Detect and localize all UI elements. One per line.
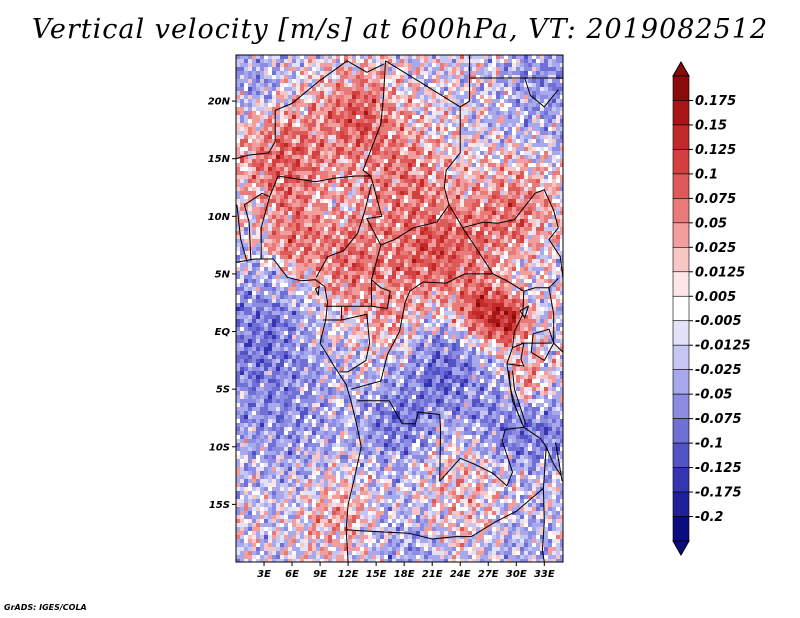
lat-tick-label: 10S [209,442,230,453]
border-line [439,426,524,487]
lat-tick-label: EQ [215,327,231,338]
lon-tick-label: 21E [422,569,443,580]
border-line [380,60,461,246]
border-line [461,189,559,229]
colorbar-bin [672,124,690,150]
lon-tick-label: 27E [478,569,499,580]
colorbar-bin [672,173,690,199]
colorbar-label: 0.125 [695,143,736,158]
colorbar-bin [672,418,690,444]
border-line [338,313,371,373]
colorbar-label: -0.075 [695,412,742,427]
colorbar-label: 0.025 [695,241,736,256]
lat-tick-label: 15N [208,154,231,165]
colorbar-label: -0.1 [695,437,723,452]
grads-credit: GrADS: IGES/COLA [4,603,87,612]
lat-tick-label: 10N [208,212,231,223]
colorbar-label: 0.05 [695,216,727,231]
colorbar-bin [672,344,690,370]
border-line [236,204,248,263]
colorbar-label: -0.005 [695,314,742,329]
border-line [555,442,563,482]
colorbar-label: -0.2 [695,510,723,525]
colorbar-bin [672,393,690,419]
colorbar-bin [672,491,690,517]
colorbar-bin [672,442,690,468]
border-line [325,305,388,309]
lat-tick-label: 15S [209,500,230,511]
border-line [260,196,271,259]
lon-tick-label: 6E [285,569,299,580]
colorbar-bin [672,295,690,322]
colorbar-label: -0.125 [695,461,742,476]
border-line [362,60,386,177]
border-line [315,183,372,278]
colorbar-label: 0.1 [695,167,718,182]
colorbar-bin [672,320,690,346]
border-line [548,287,555,344]
border-line [371,279,391,309]
colorbar-label: 0.075 [695,192,736,207]
border-line [512,370,527,424]
border-line [541,488,545,562]
lat-tick-label: 5N [215,269,231,280]
border-line [346,60,384,73]
colorbar-bin [672,467,690,493]
colorbar-bin [672,198,690,224]
border-line [530,328,555,362]
colorbar-label: -0.025 [695,363,742,378]
plot-title: Vertical velocity [m/s] at 600hPa, VT: 2… [31,14,769,45]
border-line [553,342,563,353]
lon-tick-label: 12E [338,569,359,580]
lat-tick-label: 5S [216,385,230,396]
lon-tick-label: 24E [450,569,471,580]
colorbar-label: -0.05 [695,388,732,403]
map-frame [235,54,564,563]
colorbar-label: 0.0125 [695,265,745,280]
border-line [243,192,263,261]
lon-tick-label: 15E [366,569,387,580]
lon-tick-label: 9E [313,569,327,580]
colorbar-bottom-arrow [672,540,690,557]
lon-tick-label: 33E [534,569,555,580]
colorbar-label: -0.175 [695,486,742,501]
colorbar-bin [672,369,690,395]
lat-tick-label: 20N [208,97,231,108]
colorbar: 0.175 0.15 0.125 0.1 0.075 0.05 0.025 0.0125 0.0… [672,60,751,557]
colorbar-bin [672,516,690,542]
border-line [448,204,494,275]
lon-tick-label: 30E [506,569,527,580]
colorbar-label: 0.005 [695,290,736,305]
colorbar-bin [672,222,690,248]
border-line [508,370,523,424]
border-line [519,305,530,319]
lon-tick-label: 18E [394,569,415,580]
border-line [548,227,563,279]
border-line [350,273,525,390]
border-line [346,529,472,540]
border-line [357,400,442,482]
border-line [523,278,559,292]
country-borders [236,55,563,562]
border-line [524,77,559,108]
colorbar-label: -0.0125 [695,339,751,354]
vertical-velocity-field [236,55,563,562]
lon-tick-label: 3E [257,569,271,580]
border-line [545,446,562,476]
border-line [506,342,525,367]
colorbar-bin [672,247,690,273]
colorbar-label: 0.175 [695,94,736,109]
colorbar-bin [672,75,690,101]
border-line [314,285,320,297]
latitude-axis: 20N 15N 10N 5N EQ 5S 10S 15S [208,97,236,511]
border-line [236,258,362,562]
longitude-axis: 3E 6E 9E 12E 15E 18E 21E 24E 27E 30E 33E [257,562,555,580]
colorbar-bin [672,100,690,126]
colorbar-label: 0.15 [695,118,727,133]
border-line [236,60,348,160]
colorbar-top-arrow [672,60,690,77]
colorbar-bin [672,271,690,297]
colorbar-bin [672,149,690,175]
